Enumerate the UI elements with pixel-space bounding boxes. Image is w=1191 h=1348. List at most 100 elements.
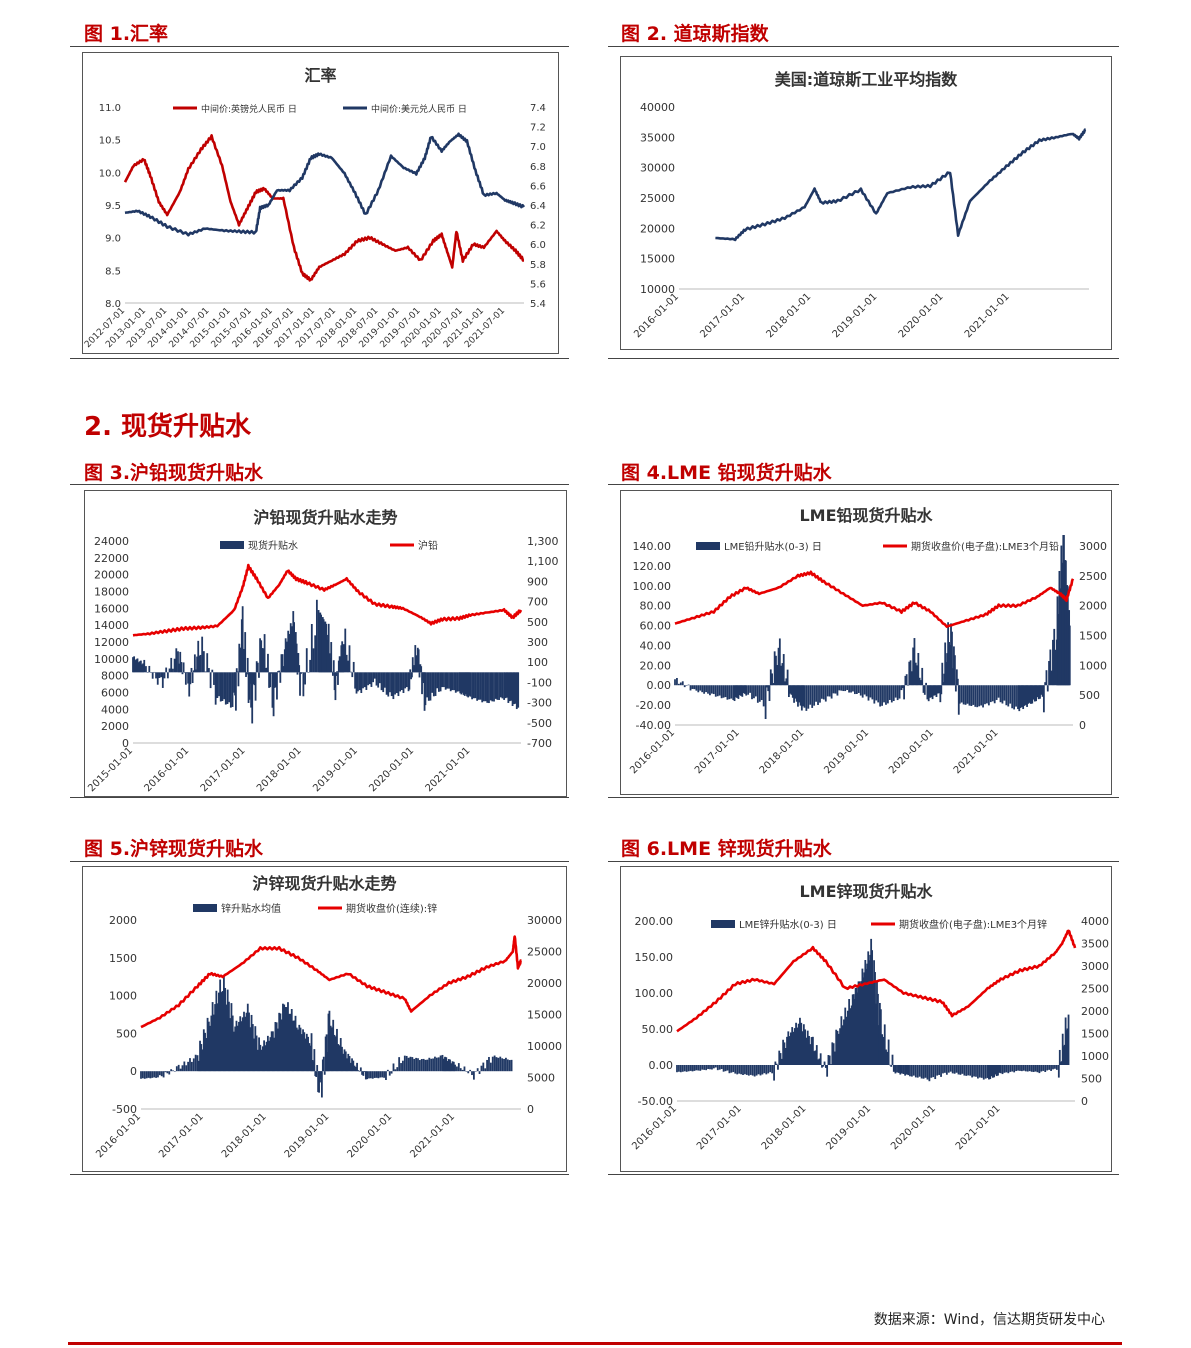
left-axis-tick: 9.5 — [105, 201, 121, 212]
bar — [255, 1035, 258, 1072]
bar — [211, 669, 214, 673]
bar — [724, 685, 727, 698]
left-axis-tick: 10000 — [640, 283, 675, 296]
bar — [197, 640, 200, 673]
bar — [262, 648, 265, 673]
bar — [408, 672, 411, 690]
bar — [337, 672, 339, 685]
legend-label: 锌升贴水均值 — [221, 902, 281, 915]
bar — [984, 1065, 987, 1079]
bar — [1050, 1065, 1052, 1071]
bar — [358, 1071, 361, 1072]
bar — [912, 647, 915, 686]
bar — [1026, 1065, 1029, 1072]
bar — [469, 1069, 472, 1072]
bar — [290, 1009, 293, 1072]
bar — [506, 1059, 509, 1072]
bar — [141, 664, 143, 673]
bar — [860, 981, 863, 1065]
right-axis-tick: -300 — [527, 697, 552, 710]
bar — [730, 1065, 733, 1073]
bar — [501, 672, 504, 699]
bar — [251, 1024, 254, 1072]
bar — [1013, 685, 1016, 710]
bar — [366, 1071, 369, 1080]
left-axis-tick: 9.0 — [105, 234, 121, 245]
bar — [288, 1013, 291, 1072]
bar — [143, 659, 146, 673]
bar — [761, 1065, 764, 1075]
left-axis-tick: 22000 — [94, 552, 129, 565]
bar — [953, 646, 955, 686]
bar — [377, 672, 380, 688]
bar — [989, 685, 992, 703]
bar — [935, 685, 938, 697]
bar — [378, 672, 381, 684]
right-axis-tick: 3000 — [1081, 960, 1109, 973]
bar — [402, 672, 405, 693]
bar — [1003, 685, 1006, 701]
figure-4-rule — [608, 484, 1119, 485]
bar — [962, 685, 965, 705]
bar — [834, 685, 837, 694]
bar — [194, 1054, 197, 1072]
bar — [209, 1025, 211, 1072]
bar — [914, 1065, 917, 1078]
bar — [517, 672, 520, 708]
bar — [142, 663, 145, 673]
bar — [236, 671, 239, 673]
bar — [771, 673, 773, 686]
bar — [375, 1071, 378, 1078]
bar — [740, 685, 742, 696]
bar — [1022, 685, 1025, 710]
chart-2-box: 美国:道琼斯工业平均指数 10000 15000 20000 25000 30000 350… — [620, 56, 1112, 350]
bar — [781, 663, 784, 686]
bar — [889, 1064, 891, 1066]
bar — [469, 672, 472, 697]
bar — [798, 685, 801, 703]
bar — [404, 672, 407, 689]
bar — [822, 1065, 825, 1067]
bar — [949, 644, 951, 686]
bar — [699, 1065, 702, 1071]
bar — [986, 1065, 989, 1078]
bar — [789, 685, 792, 694]
bar — [957, 685, 960, 715]
bar — [231, 672, 234, 707]
bar — [1003, 1065, 1006, 1073]
bar — [209, 672, 212, 689]
left-axis-tick: -500 — [112, 1103, 137, 1116]
bar — [163, 672, 166, 679]
bar — [411, 672, 413, 678]
bar — [751, 685, 753, 700]
bar — [842, 685, 845, 692]
row2-bottom-rule-right — [608, 797, 1119, 798]
bar — [1042, 685, 1045, 713]
bar — [277, 1028, 279, 1072]
bar — [965, 1065, 968, 1076]
bar — [157, 1071, 159, 1078]
right-axis-tick: 2000 — [1081, 1005, 1109, 1018]
bar — [459, 672, 462, 694]
bar — [832, 685, 835, 694]
bar — [701, 1065, 704, 1070]
bar — [363, 1071, 366, 1072]
bar — [237, 672, 240, 687]
legend-label: 期货收盘价(连续):锌 — [346, 902, 437, 915]
bar — [934, 1065, 937, 1080]
bar — [950, 623, 952, 686]
bar — [193, 654, 196, 673]
bar — [205, 1038, 208, 1072]
bar — [779, 1053, 782, 1065]
bar — [892, 1065, 895, 1072]
source-note: 数据来源：Wind，信达期货研发中心 — [873, 1312, 1105, 1328]
bar — [450, 1063, 453, 1072]
bar — [496, 672, 499, 700]
right-axis-tick: -100 — [527, 676, 552, 689]
bar — [703, 1065, 706, 1070]
bar — [953, 655, 956, 686]
bar — [269, 672, 272, 688]
bar — [315, 1071, 318, 1078]
bar — [465, 1071, 468, 1072]
bar — [501, 1058, 504, 1072]
